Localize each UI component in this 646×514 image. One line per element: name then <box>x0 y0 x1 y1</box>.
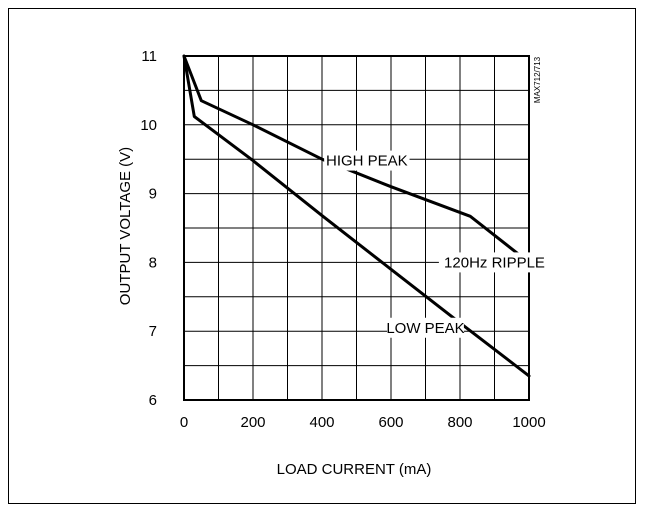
annotation-label: 120Hz RIPPLE <box>444 254 545 271</box>
x-tick-label: 400 <box>309 414 334 431</box>
y-tick-label: 10 <box>140 117 157 134</box>
x-tick-label: 1000 <box>512 414 545 431</box>
annotations: HIGH PEAK 120Hz RIPPLE LOW PEAK <box>324 150 551 338</box>
annotation-background <box>324 150 410 171</box>
y-tick-labels: 6 7 8 9 10 11 <box>140 48 157 409</box>
y-axis-label: OUTPUT VOLTAGE (V) <box>117 147 134 305</box>
y-tick-label: 7 <box>149 323 157 340</box>
x-tick-label: 600 <box>378 414 403 431</box>
part-number-label: MAX712/713 <box>533 56 542 103</box>
x-tick-label: 0 <box>180 414 188 431</box>
annotation-label: HIGH PEAK <box>326 153 408 170</box>
y-tick-label: 11 <box>141 48 157 65</box>
x-tick-label: 200 <box>240 414 265 431</box>
grid <box>184 56 529 400</box>
y-tick-label: 6 <box>149 392 157 409</box>
series-line-high-peak <box>182 54 531 264</box>
plot-border <box>183 55 530 401</box>
x-axis-label: LOAD CURRENT (mA) <box>277 461 432 478</box>
annotation-label: LOW PEAK <box>386 320 464 337</box>
annotation-background <box>387 317 464 338</box>
x-tick-label: 800 <box>447 414 472 431</box>
x-tick-labels: 0 200 400 600 800 1000 <box>180 414 546 431</box>
y-tick-label: 9 <box>149 186 157 203</box>
annotation-background <box>438 252 551 273</box>
y-tick-label: 8 <box>149 254 157 271</box>
